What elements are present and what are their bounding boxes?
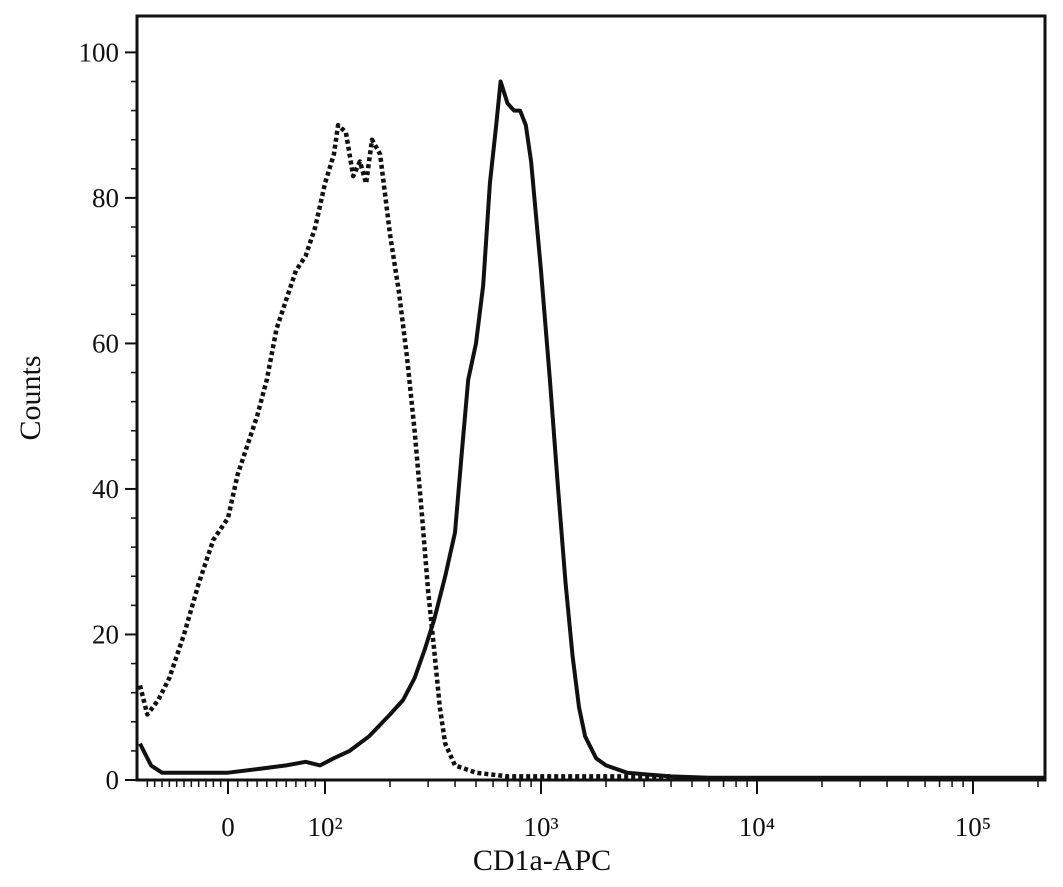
x-tick-label: 10² — [307, 812, 342, 842]
plot-frame — [135, 14, 1047, 782]
x-tick-label: 10⁴ — [739, 812, 775, 842]
y-tick-label: 20 — [92, 619, 119, 649]
y-tick-label: 40 — [92, 474, 119, 504]
dotted-series-line — [137, 122, 671, 779]
y-axis: 0 20 40 60 80 100 — [79, 37, 137, 795]
x-tick-label: 10³ — [523, 812, 558, 842]
x-tick-label: 10⁵ — [955, 812, 991, 842]
y-tick-label: 100 — [79, 37, 120, 67]
x-axis: 0 10² 10³ 10⁴ 10⁵ — [146, 780, 1039, 842]
y-tick-label: 0 — [106, 765, 120, 795]
x-axis-title: CD1a-APC — [473, 844, 611, 877]
plot-area — [137, 79, 1044, 780]
y-tick-label: 60 — [92, 328, 119, 358]
solid-series-line — [138, 79, 1044, 780]
y-tick-label: 80 — [92, 183, 119, 213]
x-tick-label: 0 — [221, 812, 235, 842]
y-axis-title: Counts — [14, 355, 47, 440]
